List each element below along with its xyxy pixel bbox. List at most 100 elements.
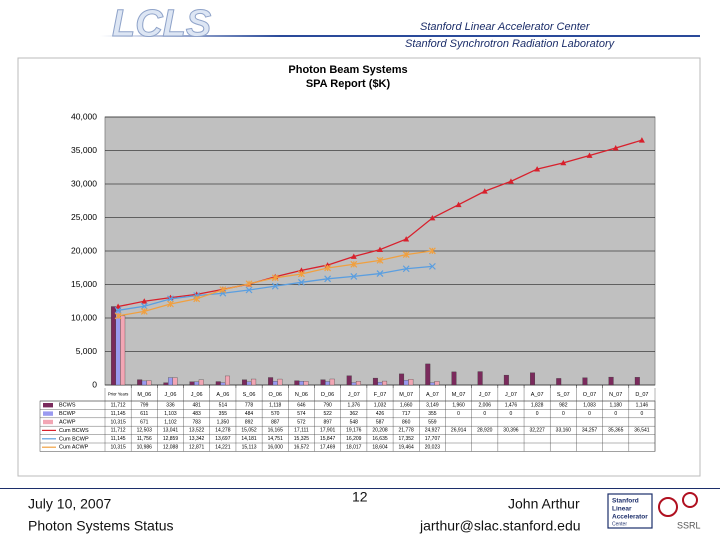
table-value: 2,006 (479, 403, 492, 409)
table-value: 33,160 (556, 428, 572, 434)
line-marker (350, 260, 358, 268)
legend-label: Cum ACWP (59, 445, 89, 451)
table-value: 0 (510, 411, 513, 417)
table-value: 12,859 (163, 436, 179, 442)
table-value: 10,315 (110, 419, 126, 425)
footer-date: July 10, 2007 (28, 496, 111, 512)
footer-rule (0, 488, 720, 489)
x-tick-label: F_07 (374, 392, 387, 398)
line-marker (403, 236, 410, 242)
line-marker (271, 274, 279, 282)
table-value: 426 (376, 411, 385, 417)
line-marker (324, 275, 332, 283)
table-value: 17,352 (399, 436, 415, 442)
bar (163, 382, 169, 386)
bar (351, 382, 357, 386)
legend-label: ACWP (59, 419, 76, 425)
table-value: 783 (192, 419, 201, 425)
line-marker (428, 262, 436, 270)
bar (429, 382, 435, 386)
chart: 0 5,000 10,000 15,000 20,000 25,000 30,000 35,0… (39, 111, 656, 452)
table-value: 799 (140, 403, 149, 409)
bar (194, 381, 200, 386)
table-value: 24,927 (425, 428, 441, 434)
bar (329, 378, 335, 386)
bar (399, 373, 405, 386)
table-value: 15,052 (241, 428, 257, 434)
table-value: 30,396 (503, 428, 519, 434)
table-value: 481 (192, 403, 201, 409)
line-marker (376, 256, 384, 264)
footer-logo-line: Center (612, 521, 627, 527)
bar (115, 310, 121, 386)
legend-swatch (43, 419, 53, 425)
table-value: 18,604 (372, 445, 388, 451)
line-marker (560, 159, 567, 166)
legend-label: BCWP (59, 411, 76, 417)
line-marker (167, 295, 174, 303)
bar (168, 377, 173, 386)
y-tick-label: 40,000 (71, 111, 97, 121)
table-value: 778 (245, 403, 254, 409)
line-marker (298, 270, 305, 278)
legend-label: BCWS (59, 403, 76, 409)
table-value: 0 (641, 411, 644, 417)
legend-label: Cum BCWP (59, 436, 89, 442)
table-value: 1,083 (583, 403, 596, 409)
table-value: 717 (402, 411, 411, 417)
y-tick-label: 0 (92, 379, 97, 389)
y-tick-label: 35,000 (71, 145, 97, 155)
table-value: 587 (376, 419, 385, 425)
line-marker (114, 312, 122, 320)
table-value: 1,660 (400, 403, 413, 409)
table-value: 646 (297, 403, 306, 409)
line-marker (402, 265, 410, 273)
bar (272, 381, 278, 386)
bar (220, 382, 226, 386)
table-value: 15,113 (242, 445, 257, 451)
bar (608, 376, 614, 386)
table-value: 10,315 (110, 445, 126, 451)
footer-logo-mark: SSRL (677, 520, 701, 530)
table-value: 16,209 (346, 436, 362, 442)
table-value: 3,149 (426, 403, 439, 409)
line-marker (140, 307, 148, 315)
line-marker (377, 246, 383, 253)
table-value: 17,707 (425, 436, 441, 442)
table-value: 355 (428, 411, 437, 417)
bar (403, 380, 409, 386)
footer-topic: Photon Systems Status (28, 518, 174, 534)
table-value: 18,017 (346, 445, 362, 451)
x-tick-label: D_07 (635, 392, 648, 398)
table-value: 13,342 (189, 436, 205, 442)
x-tick-label: M_06 (137, 392, 151, 398)
line-marker (481, 188, 488, 194)
line-marker (428, 247, 436, 255)
table-value: 13,697 (215, 436, 231, 442)
table-value: 522 (323, 411, 332, 417)
line-marker (455, 201, 462, 208)
x-tick-label: O_06 (269, 392, 282, 398)
y-tick-label: 30,000 (71, 178, 97, 188)
table-value: 362 (350, 411, 359, 417)
table-value: 12,088 (163, 445, 179, 451)
table-value: 19,464 (399, 445, 415, 451)
bar (137, 379, 143, 386)
footer-logo-line: Stanford (612, 498, 639, 505)
legend-swatch (43, 403, 53, 408)
x-tick-label: J_06 (165, 392, 177, 398)
table-value: 11,145 (111, 411, 126, 417)
line-marker (429, 214, 436, 221)
table-value: 19,176 (346, 428, 362, 434)
table-value: 11,712 (111, 403, 126, 409)
table-value: 34,257 (582, 428, 598, 434)
bar (120, 315, 126, 386)
table-value: 16,635 (372, 436, 388, 442)
bar (298, 381, 304, 386)
x-tick-label: S_06 (243, 392, 256, 398)
table-value: 12,503 (137, 428, 153, 434)
y-tick-label: 20,000 (71, 245, 97, 255)
table-value: 16,572 (294, 445, 310, 451)
chart-subtitle: SPA Report ($K) (306, 78, 391, 90)
